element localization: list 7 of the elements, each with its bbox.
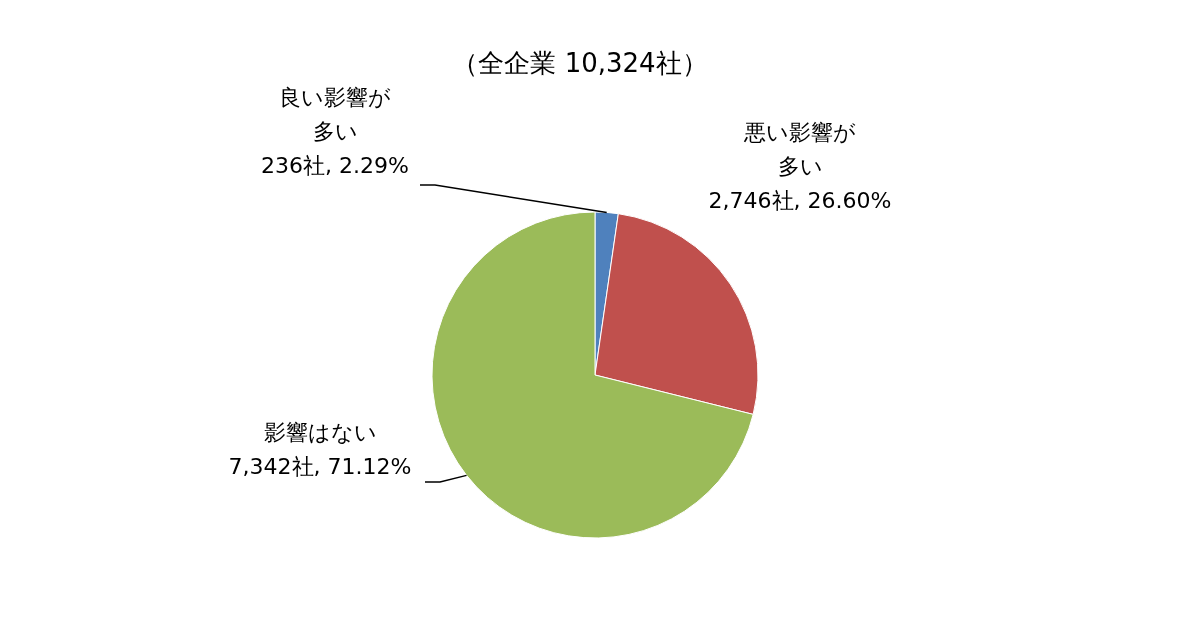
slice-label: 良い影響が多い (279, 85, 391, 144)
data-label: 236社, 2.29% (261, 153, 409, 178)
data-label: 2,746社, 26.60% (708, 188, 892, 213)
data-label: 7,342社, 71.12% (228, 454, 412, 479)
slice-label: 影響はない (263, 420, 377, 445)
chart-title: （全企業 10,324社） (452, 48, 708, 78)
slice-label: 悪い影響が多い (743, 120, 856, 179)
